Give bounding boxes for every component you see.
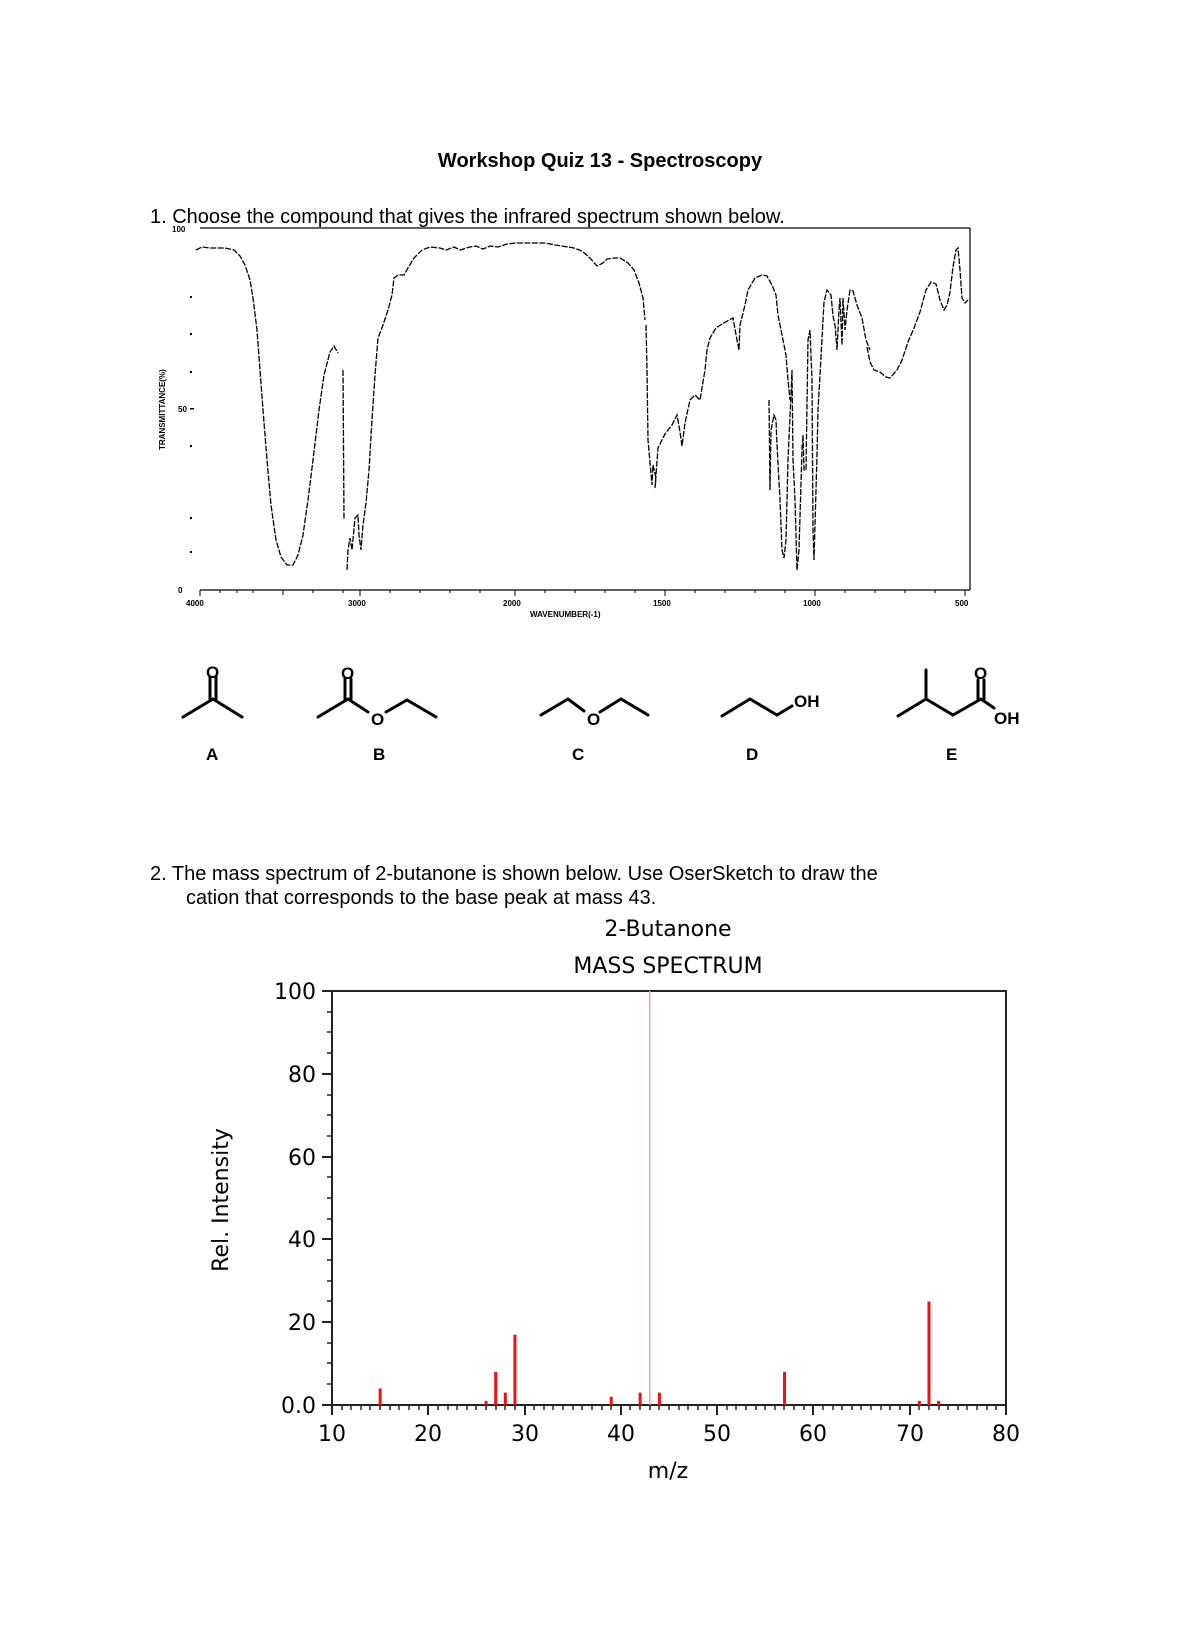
ms-y-tick-60: 60: [288, 1146, 316, 1171]
ir-y-tick-0: 0: [178, 586, 183, 595]
ir-y-tick-100: 100: [172, 225, 186, 234]
ms-x-tick-40: 40: [607, 1422, 635, 1447]
compound-b-carbonyl-oxygen: O: [341, 664, 354, 683]
ms-x-tick-10: 10: [318, 1422, 346, 1447]
ir-y-axis-label: TRANSMITTANCE(%): [158, 369, 167, 450]
ir-trace: [195, 242, 969, 571]
ms-x-tick-80: 80: [992, 1422, 1020, 1447]
compound-c-oxygen: O: [587, 710, 600, 729]
question-2-line-1: 2. The mass spectrum of 2-butanone is sh…: [150, 863, 878, 885]
ir-y-tick-50: 50: [178, 405, 187, 414]
ms-x-tick-70: 70: [896, 1422, 924, 1447]
compound-d-structure[interactable]: [720, 697, 794, 718]
ir-spectrum-chart: 100 50 0 TRANSMITTANCE(%) 4000 3000 2000…: [158, 225, 971, 619]
compound-d-hydroxyl: OH: [794, 692, 820, 711]
compound-e-hydroxyl: OH: [994, 709, 1020, 728]
choice-label-e[interactable]: E: [946, 745, 957, 764]
compound-e-structure[interactable]: [896, 668, 996, 718]
ms-chart-subtitle: MASS SPECTRUM: [573, 954, 762, 979]
ms-x-axis-label: m/z: [648, 1459, 688, 1484]
ir-x-tick-1500: 1500: [653, 599, 671, 608]
ms-x-tick-30: 30: [511, 1422, 539, 1447]
ir-x-tick-4000: 4000: [186, 599, 204, 608]
compound-e-carbonyl-oxygen: O: [974, 664, 987, 683]
choice-label-c[interactable]: C: [572, 745, 584, 764]
choice-label-a[interactable]: A: [206, 745, 218, 764]
choice-label-b[interactable]: B: [373, 745, 385, 764]
ir-x-axis-label: WAVENUMBER(-1): [530, 610, 601, 619]
page-title: Workshop Quiz 13 - Spectroscopy: [437, 150, 763, 172]
ms-y-tick-20: 20: [288, 1311, 316, 1336]
ms-x-tick-50: 50: [703, 1422, 731, 1447]
ms-y-tick-100: 100: [274, 980, 316, 1005]
ms-y-tick-0: 0.0: [281, 1394, 316, 1419]
compound-b-structure[interactable]: [316, 677, 438, 719]
ir-x-tick-2000: 2000: [503, 599, 521, 608]
ms-x-tick-20: 20: [414, 1422, 442, 1447]
compound-b-ester-oxygen: O: [371, 710, 384, 729]
question-2-line-2: cation that corresponds to the base peak…: [186, 887, 657, 909]
ms-chart-title: 2-Butanone: [604, 917, 731, 942]
ir-x-tick-1000: 1000: [803, 599, 821, 608]
compound-a-structure[interactable]: [181, 675, 244, 719]
choice-label-d[interactable]: D: [746, 745, 758, 764]
compound-choices: O O O O OH O OH A B C D E: [181, 663, 1020, 764]
ir-x-tick-500: 500: [955, 599, 969, 608]
ms-y-tick-40: 40: [288, 1228, 316, 1253]
ms-y-tick-80: 80: [288, 1063, 316, 1088]
question-2-text: 2. The mass spectrum of 2-butanone is sh…: [150, 862, 1010, 910]
compound-c-structure[interactable]: [539, 697, 650, 717]
ms-peaks: [378, 991, 941, 1405]
ir-x-tick-3000: 3000: [348, 599, 366, 608]
compound-a-oxygen: O: [206, 663, 219, 682]
mass-spectrum-chart: 2-Butanone MASS SPECTRUM 100 80 60 40 20…: [209, 917, 1020, 1484]
ms-y-axis-label: Rel. Intensity: [209, 1128, 234, 1272]
ms-x-tick-60: 60: [799, 1422, 827, 1447]
question-1-text: 1. Choose the compound that gives the in…: [150, 206, 785, 228]
